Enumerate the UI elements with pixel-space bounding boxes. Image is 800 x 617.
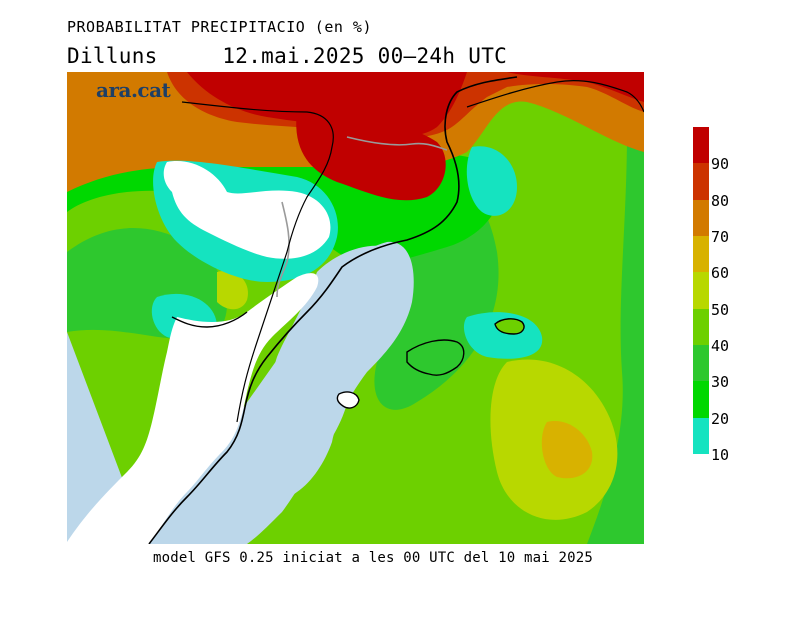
colorbar-tick-label: 40 bbox=[711, 337, 730, 355]
field-60 bbox=[541, 421, 593, 479]
colorbar-segment bbox=[693, 163, 709, 201]
precipitation-map bbox=[67, 72, 644, 544]
colorbar-tick-label: 10 bbox=[711, 446, 730, 464]
colorbar-tick-label: 30 bbox=[711, 373, 730, 392]
region-border-2 bbox=[466, 80, 644, 113]
subtitle-day: Dilluns bbox=[67, 44, 158, 68]
colorbar-tick-label: 90 bbox=[711, 155, 730, 174]
colorbar-tick-label: 20 bbox=[711, 409, 730, 428]
probability-colorbar bbox=[693, 127, 709, 455]
country-border-2 bbox=[346, 136, 448, 151]
region-border bbox=[181, 101, 334, 423]
sea-main bbox=[149, 245, 395, 544]
colorbar-segment bbox=[693, 272, 709, 310]
island-mallorca bbox=[406, 339, 465, 376]
map-title: PROBABILITAT PRECIPITACIO (en %) bbox=[67, 18, 372, 36]
colorbar-segment bbox=[693, 308, 709, 346]
colorbar-tick-label: 60 bbox=[711, 264, 730, 283]
colorbar-segment bbox=[693, 417, 709, 455]
field-30c bbox=[587, 132, 644, 544]
model-info-footer: model GFS 0.25 iniciat a les 00 UTC del … bbox=[153, 550, 594, 566]
field-50b bbox=[217, 271, 248, 310]
field-90 bbox=[187, 72, 467, 136]
colorbar-segment bbox=[693, 381, 709, 419]
colorbar-tick-label: 50 bbox=[711, 300, 730, 319]
coastline bbox=[148, 76, 518, 544]
colorbar-tick-label: 80 bbox=[711, 191, 730, 210]
island-ibiza bbox=[336, 391, 360, 409]
country-border bbox=[276, 201, 290, 298]
map-subtitle: Dilluns 12.mai.2025 00—24h UTC bbox=[67, 44, 507, 68]
coastline-west bbox=[171, 311, 248, 328]
colorbar-segment bbox=[693, 236, 709, 273]
colorbar-segment bbox=[693, 127, 709, 164]
colorbar-tick-label: 70 bbox=[711, 228, 730, 246]
colorbar-segment bbox=[693, 199, 709, 237]
subtitle-date-range: 12.mai.2025 00—24h UTC bbox=[222, 44, 508, 68]
island-menorca bbox=[494, 318, 525, 335]
colorbar-segment bbox=[693, 345, 709, 382]
land-no-data-west bbox=[67, 273, 319, 544]
field-10a bbox=[466, 146, 517, 216]
ara-cat-logo: ara.cat bbox=[96, 78, 171, 102]
field-90c bbox=[507, 72, 644, 102]
